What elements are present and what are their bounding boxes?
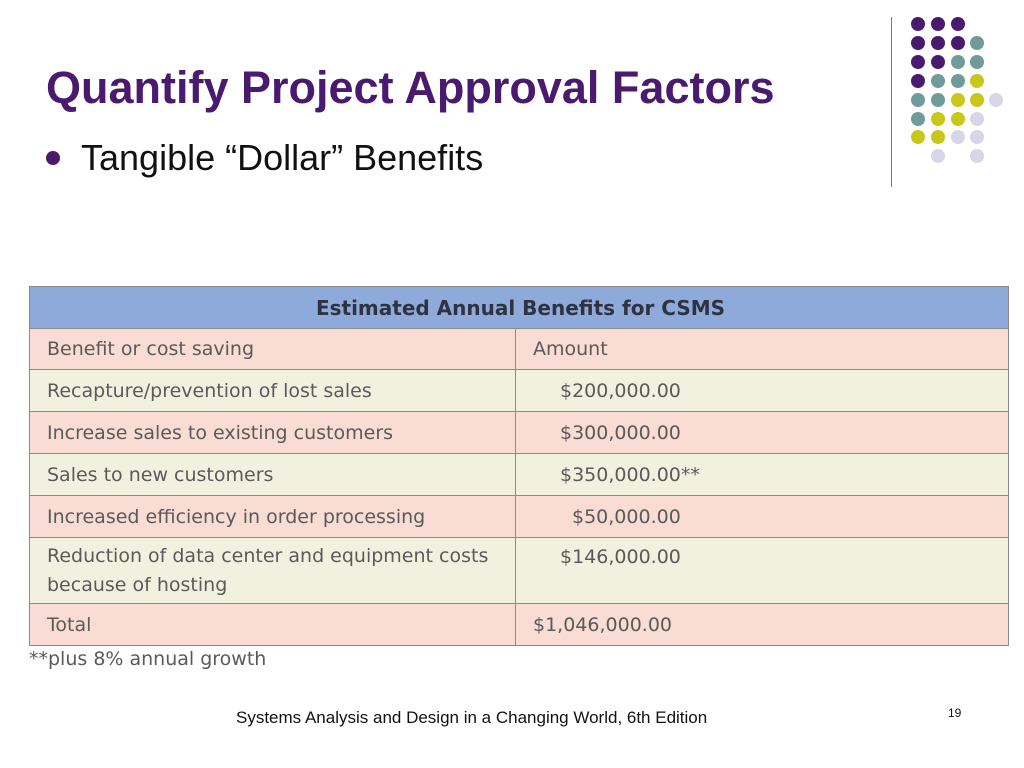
benefit-cell: Sales to new customers bbox=[29, 453, 516, 496]
decor-dot-icon bbox=[911, 17, 925, 31]
amount-cell: $200,000.00 bbox=[515, 369, 1009, 412]
amount-cell: $50,000.00 bbox=[515, 495, 1009, 538]
bullet-text: Tangible “Dollar” Benefits bbox=[81, 137, 484, 178]
decor-dot-icon bbox=[970, 130, 984, 144]
header-divider bbox=[891, 17, 892, 187]
bullet-dot-icon bbox=[46, 151, 60, 165]
table-row: Recapture/prevention of lost sales $200,… bbox=[29, 369, 1009, 412]
amount-cell: $350,000.00** bbox=[515, 453, 1009, 496]
decor-dot-icon bbox=[951, 55, 965, 69]
page-number: 19 bbox=[948, 706, 962, 720]
total-label: Total bbox=[29, 603, 516, 646]
decor-dot-icon bbox=[911, 55, 925, 69]
slide-title: Quantify Project Approval Factors bbox=[46, 62, 775, 113]
total-amount: $1,046,000.00 bbox=[515, 603, 1009, 646]
table-footnote: **plus 8% annual growth bbox=[29, 648, 267, 670]
decor-dot-icon bbox=[951, 74, 965, 88]
decor-dot-icon bbox=[951, 130, 965, 144]
decor-dot-icon bbox=[931, 17, 945, 31]
decor-dot-icon bbox=[970, 36, 984, 50]
decor-dot-icon bbox=[931, 130, 945, 144]
benefit-cell: Recapture/prevention of lost sales bbox=[29, 369, 516, 412]
benefit-cell: Increase sales to existing customers bbox=[29, 411, 516, 454]
decor-dot-icon bbox=[970, 93, 984, 107]
column-header-benefit: Benefit or cost saving bbox=[29, 328, 516, 370]
decor-dot-icon bbox=[931, 36, 945, 50]
benefit-cell: Reduction of data center and equipment c… bbox=[29, 537, 516, 604]
table-caption: Estimated Annual Benefits for CSMS bbox=[29, 286, 1009, 329]
decor-dot-icon bbox=[911, 36, 925, 50]
decor-dot-icon bbox=[931, 149, 945, 163]
table-row: Increase sales to existing customers $30… bbox=[29, 411, 1009, 454]
slide-footer: Systems Analysis and Design in a Changin… bbox=[236, 708, 708, 727]
decor-dot-icon bbox=[911, 112, 925, 126]
amount-cell: $146,000.00 bbox=[515, 537, 1009, 604]
decor-dot-icon bbox=[970, 149, 984, 163]
decor-dot-icon bbox=[931, 93, 945, 107]
decor-dot-icon bbox=[989, 93, 1003, 107]
amount-cell: $300,000.00 bbox=[515, 411, 1009, 454]
column-header-amount: Amount bbox=[515, 328, 1009, 370]
table-row: Sales to new customers $350,000.00** bbox=[29, 453, 1009, 496]
decor-dot-icon bbox=[931, 55, 945, 69]
decor-dot-icon bbox=[970, 55, 984, 69]
decor-dot-icon bbox=[931, 74, 945, 88]
decor-dot-icon bbox=[951, 17, 965, 31]
table-row: Reduction of data center and equipment c… bbox=[29, 537, 1009, 604]
decor-dot-icon bbox=[911, 93, 925, 107]
total-row: Total $1,046,000.00 bbox=[29, 603, 1009, 646]
decor-dot-icon bbox=[951, 36, 965, 50]
table-row: Increased efficiency in order processing… bbox=[29, 495, 1009, 538]
decor-dot-icon bbox=[931, 112, 945, 126]
decor-dot-icon bbox=[911, 74, 925, 88]
decor-dot-icon bbox=[951, 93, 965, 107]
decor-dot-icon bbox=[970, 112, 984, 126]
benefits-table: Estimated Annual Benefits for CSMS Benef… bbox=[29, 286, 1009, 646]
decor-dot-icon bbox=[911, 130, 925, 144]
decor-dot-icon bbox=[970, 74, 984, 88]
benefit-cell: Increased efficiency in order processing bbox=[29, 495, 516, 538]
bullet-item: Tangible “Dollar” Benefits bbox=[46, 136, 483, 180]
decor-dot-icon bbox=[951, 112, 965, 126]
